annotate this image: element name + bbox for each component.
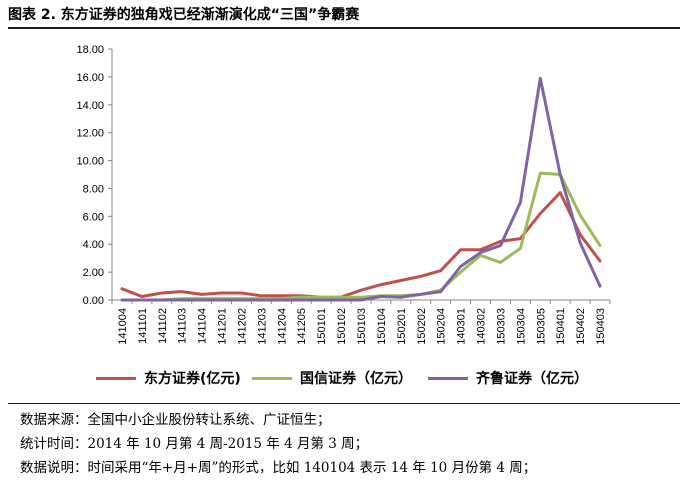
x-tick-label: 141204 bbox=[276, 308, 288, 345]
note-source: 数据来源：全国中小企业股份转让系统、广证恒生； bbox=[20, 412, 331, 428]
x-tick-label: 150204 bbox=[436, 308, 448, 345]
x-tick-label: 150402 bbox=[575, 308, 587, 345]
y-tick-label: 12.00 bbox=[76, 128, 104, 140]
y-tick-label: 14.00 bbox=[76, 100, 104, 112]
y-tick-label: 0.00 bbox=[83, 295, 104, 307]
y-tick-label: 6.00 bbox=[83, 211, 104, 223]
series-line-1 bbox=[120, 191, 602, 299]
x-tick-label: 150104 bbox=[376, 308, 388, 345]
x-tick-label: 141004 bbox=[117, 308, 129, 345]
x-axis: 141004 141101 141102 141103 141104 141201 1412… bbox=[111, 299, 611, 345]
chart-legend: 东方证券(亿元) 国信证券（亿元） 齐鲁证券（亿元） bbox=[0, 368, 688, 392]
legend-item-series-2: 国信证券（亿元） bbox=[252, 368, 412, 388]
legend-swatch-series-3 bbox=[428, 376, 468, 380]
x-tick-label: 141101 bbox=[137, 308, 149, 344]
y-axis: 0.00 2.00 4.00 6.00 8.00 10.00 12.00 14.00 16.00… bbox=[76, 44, 113, 307]
legend-swatch-series-1 bbox=[96, 376, 136, 380]
y-tick-label: 8.00 bbox=[83, 183, 104, 195]
series-line-3 bbox=[120, 76, 602, 302]
x-tick-label: 150102 bbox=[336, 308, 348, 345]
line-chart: 0.00 2.00 4.00 6.00 8.00 10.00 12.00 14.00 16.00… bbox=[76, 44, 611, 345]
legend-label-series-1: 东方证券(亿元) bbox=[144, 371, 241, 387]
y-tick-label: 4.00 bbox=[83, 239, 104, 251]
y-tick-label: 10.00 bbox=[76, 156, 104, 168]
y-tick-label: 16.00 bbox=[76, 72, 104, 84]
x-tick-label: 141201 bbox=[217, 308, 229, 345]
y-tick-label: 2.00 bbox=[83, 267, 104, 279]
x-tick-label: 150401 bbox=[555, 308, 567, 345]
x-tick-label: 150101 bbox=[316, 308, 328, 345]
x-tick-label: 140302 bbox=[476, 308, 488, 345]
legend-item-series-1: 东方证券(亿元) bbox=[96, 368, 241, 388]
series-line-2 bbox=[120, 171, 602, 302]
x-tick-label: 141202 bbox=[236, 308, 248, 345]
legend-label-series-2: 国信证券（亿元） bbox=[300, 371, 412, 387]
x-tick-label: 150103 bbox=[356, 308, 368, 345]
x-tick-label: 150403 bbox=[595, 308, 607, 345]
x-tick-label: 150201 bbox=[396, 308, 408, 345]
x-tick-label: 141103 bbox=[177, 308, 189, 344]
legend-swatch-series-2 bbox=[252, 376, 292, 380]
note-period: 统计时间：2014 年 10 月第 4 周-2015 年 4 月第 3 周； bbox=[20, 436, 369, 452]
series-lines bbox=[120, 76, 602, 302]
x-tick-label: 141205 bbox=[296, 308, 308, 345]
bottom-rule bbox=[8, 403, 680, 404]
legend-label-series-3: 齐鲁证券（亿元） bbox=[476, 371, 588, 387]
x-tick-label: 150305 bbox=[535, 308, 547, 345]
figure-title: 图表 2. 东方证券的独角戏已经渐渐演化成“三国”争霸赛 bbox=[8, 7, 360, 23]
legend-item-series-3: 齐鲁证券（亿元） bbox=[428, 368, 588, 388]
x-tick-label: 150304 bbox=[515, 308, 527, 345]
top-rule bbox=[8, 27, 680, 29]
x-tick-label: 150202 bbox=[416, 308, 428, 345]
x-tick-label: 141102 bbox=[157, 308, 169, 344]
x-tick-label: 141203 bbox=[256, 308, 268, 345]
x-tick-label: 150303 bbox=[495, 308, 507, 345]
x-tick-label: 141104 bbox=[197, 308, 209, 344]
y-tick-label: 18.00 bbox=[76, 44, 104, 56]
note-explain: 数据说明：时间采用“年+月+周”的形式，比如 140104 表示 14 年 10… bbox=[20, 460, 537, 476]
x-tick-label: 140301 bbox=[456, 308, 468, 345]
